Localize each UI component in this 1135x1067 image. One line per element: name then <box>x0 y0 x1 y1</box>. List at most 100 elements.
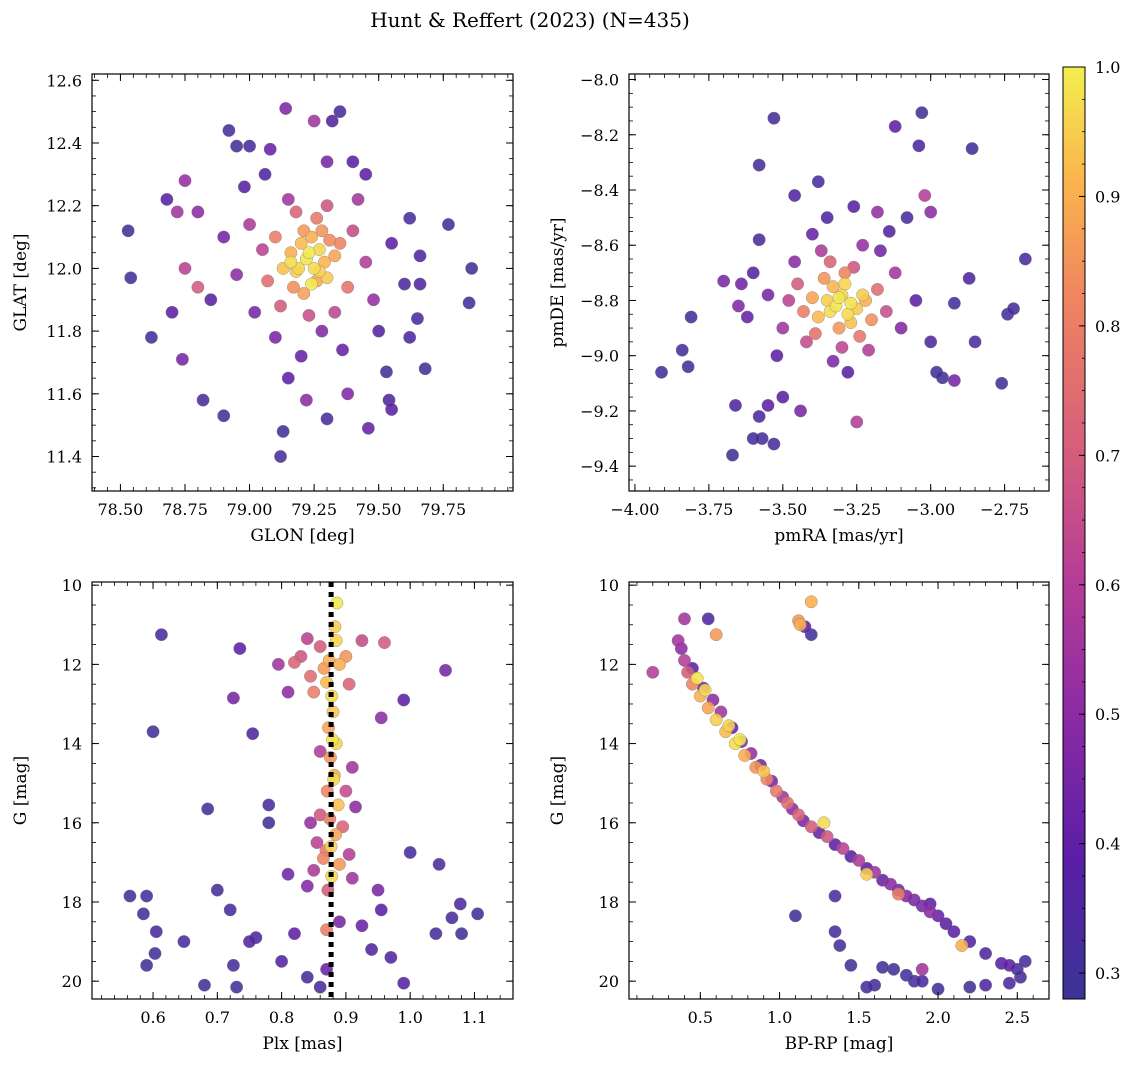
scatter-point <box>339 784 353 798</box>
scatter-point <box>968 335 982 349</box>
scatter-point <box>304 669 317 683</box>
scatter-point <box>735 277 748 291</box>
y-tick-label: 11.6 <box>46 385 82 404</box>
scatter-point <box>882 225 896 238</box>
scatter-point <box>372 324 386 338</box>
panel-cmd-parallax: 0.6 0.7 0.8 0.9 1.0 1.1 10 12 14 16 18 20 Plx [mas] G… <box>11 576 514 1054</box>
x-tick-label: −3.00 <box>906 500 955 519</box>
x-tick-label: 0.7 <box>205 1008 230 1027</box>
scatter-point <box>243 218 256 231</box>
scatter-point <box>879 305 893 318</box>
axes-frame <box>628 581 1050 1000</box>
scatter-point <box>403 211 417 225</box>
scatter-point <box>892 887 905 901</box>
scatter-point <box>380 365 393 379</box>
scatter-point <box>681 665 695 679</box>
scatter-point <box>918 189 932 202</box>
scatter-point <box>962 271 976 285</box>
scatter-point <box>261 274 275 288</box>
scatter-point <box>178 262 192 275</box>
colorbar-gradient <box>1062 66 1086 1000</box>
scatter-point <box>385 236 398 250</box>
scatter-point <box>313 745 327 758</box>
scatter-point <box>852 854 866 867</box>
scatter-point <box>675 343 689 357</box>
scatter-point <box>767 437 781 451</box>
scatter-point <box>876 960 889 974</box>
scatter-point <box>346 224 360 238</box>
scatter-point <box>453 897 467 911</box>
x-tick-label: −3.75 <box>684 500 733 519</box>
colorbar-tick-label: 0.5 <box>1095 705 1120 724</box>
scatter-point <box>342 848 356 861</box>
scatter-point <box>262 816 276 830</box>
scatter-point <box>722 719 736 733</box>
scatter-point <box>279 102 293 115</box>
scatter-point <box>888 120 902 133</box>
scatter-point <box>124 271 138 285</box>
scatter-point <box>955 939 969 952</box>
x-axis: 0.5 1.0 1.5 2.0 2.5 <box>636 582 1050 1027</box>
scatter-point <box>678 612 691 626</box>
scatter-point <box>814 244 828 258</box>
scatter-point <box>788 255 802 269</box>
x-tick-label: 1.5 <box>846 1008 871 1027</box>
scatter-point <box>445 911 459 925</box>
scatter-point <box>288 656 301 669</box>
x-tick-label: 79.75 <box>420 500 466 519</box>
scatter-point <box>979 947 992 960</box>
scatter-point <box>820 211 834 224</box>
scatter-point <box>304 816 317 830</box>
scatter-point <box>307 863 321 877</box>
scatter-point <box>227 691 240 705</box>
scatter-point <box>176 352 189 366</box>
scatter-point <box>148 947 162 960</box>
scatter-point <box>894 321 908 335</box>
scatter-point <box>1018 955 1032 968</box>
scatter-point <box>761 399 775 412</box>
scatter-point <box>823 255 837 269</box>
y-axis-label: GLAT [deg] <box>11 233 31 331</box>
y-tick-label: 16 <box>62 814 82 833</box>
y-axis: 10 12 14 16 18 20 <box>62 576 513 991</box>
scatter-point <box>776 321 790 335</box>
y-tick-label: 14 <box>599 735 619 754</box>
scatter-point <box>740 310 754 324</box>
scatter-point <box>828 925 842 939</box>
scatter-point <box>808 327 822 340</box>
scatter-point <box>351 193 365 206</box>
scatter-point <box>300 632 314 646</box>
scatter-point <box>359 255 373 269</box>
scatter-point <box>297 287 311 300</box>
scatter-point <box>844 958 858 972</box>
scatter-point <box>367 293 380 307</box>
scatter-point <box>243 935 256 948</box>
scatter-point <box>1003 976 1016 990</box>
scatter-point <box>302 246 316 260</box>
y-tick-label: 12.0 <box>46 259 82 278</box>
scatter-point <box>915 974 929 988</box>
scatter-point <box>965 142 979 155</box>
scatter-point <box>269 330 282 344</box>
y-tick-label: 10 <box>62 576 82 595</box>
scatter-point <box>770 349 784 363</box>
scatter-point <box>137 907 150 921</box>
scatter-point <box>887 962 901 976</box>
scatter-point <box>912 139 926 153</box>
scatter-point <box>770 784 783 798</box>
scatter-point <box>757 764 771 778</box>
scatter-point <box>752 233 766 247</box>
x-tick-label: 0.8 <box>269 1008 294 1027</box>
y-tick-label: −8.4 <box>580 181 619 200</box>
scatter-point <box>995 376 1009 390</box>
scatter-point <box>717 274 731 288</box>
scatter-point <box>262 798 276 812</box>
scatter-point <box>204 293 218 307</box>
scatter-point <box>947 296 961 310</box>
axes-frame <box>91 581 514 1000</box>
scatter-point <box>939 917 953 931</box>
scatter-point <box>281 371 295 385</box>
scatter-points <box>121 102 479 463</box>
colorbar-tick-label: 0.8 <box>1095 317 1120 336</box>
scatter-point <box>833 939 847 952</box>
